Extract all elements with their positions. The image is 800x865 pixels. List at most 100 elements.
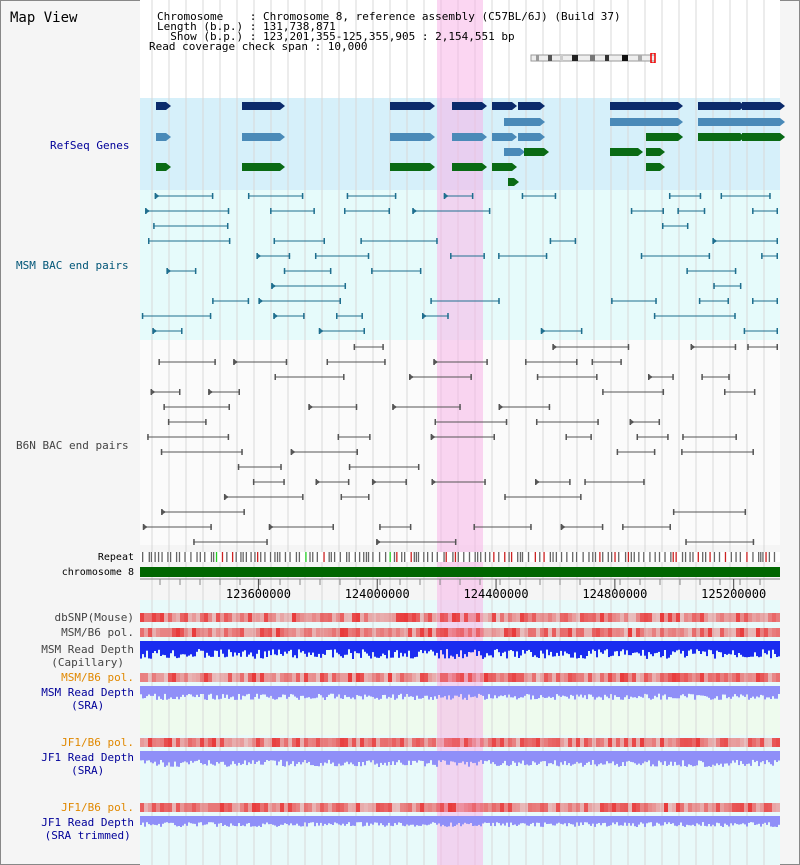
- heat-cell: [644, 738, 648, 747]
- track-label-msm-read-depth-sra[interactable]: MSM Read Depth (SRA): [41, 686, 134, 712]
- depth-bar: [420, 816, 422, 826]
- track-label-refseq[interactable]: RefSeq Genes: [50, 139, 130, 152]
- heat-cell: [584, 738, 588, 747]
- track-label-msm-read-depth-capillary[interactable]: MSM Read Depth (Capillary): [41, 643, 134, 669]
- heat-cell: [388, 738, 392, 747]
- depth-bar: [224, 641, 226, 658]
- depth-bar: [394, 751, 396, 765]
- heat-cell: [184, 613, 188, 622]
- depth-bar: [596, 686, 598, 698]
- track-label-repeat[interactable]: Repeat: [97, 552, 134, 563]
- heat-cell: [260, 673, 264, 682]
- depth-bar: [174, 641, 176, 657]
- depth-bar: [336, 816, 338, 824]
- track-label-jf1-b6-pol-2[interactable]: JF1/B6 pol.: [61, 801, 134, 814]
- depth-bar: [514, 641, 516, 657]
- depth-bar: [356, 686, 358, 695]
- depth-bar: [704, 686, 706, 696]
- depth-bar: [178, 641, 180, 658]
- repeat-element: [457, 552, 459, 562]
- depth-bar: [694, 641, 696, 654]
- track-label-jf1-read-depth-sra-trimmed[interactable]: JF1 Read Depth (SRA trimmed): [41, 816, 134, 842]
- heat-cell: [380, 613, 384, 622]
- heat-cell: [528, 803, 532, 812]
- track-label-b6n-bac[interactable]: B6N BAC end pairs: [16, 439, 129, 452]
- msm-bac-marker: [712, 238, 718, 244]
- heat-cell: [356, 803, 360, 812]
- depth-bar: [368, 816, 370, 826]
- depth-bar: [272, 641, 274, 650]
- heat-cell: [656, 613, 660, 622]
- depth-bar: [378, 686, 380, 700]
- depth-bar: [604, 816, 606, 823]
- depth-bar: [516, 641, 518, 652]
- depth-bar: [536, 816, 538, 823]
- depth-bar: [638, 686, 640, 697]
- heat-cell: [732, 673, 736, 682]
- track-label-dbsnp[interactable]: dbSNP(Mouse): [54, 611, 134, 624]
- depth-bar: [342, 751, 344, 766]
- depth-bar: [274, 816, 276, 826]
- depth-bar: [528, 751, 530, 766]
- depth-bar: [616, 816, 618, 823]
- depth-bar: [484, 751, 486, 761]
- depth-bar: [232, 641, 234, 657]
- track-label-jf1-b6-pol-1[interactable]: JF1/B6 pol.: [61, 736, 134, 749]
- track-label-jf1-read-depth-sra[interactable]: JF1 Read Depth (SRA): [41, 751, 134, 777]
- depth-bar: [656, 751, 658, 767]
- heat-cell: [520, 628, 524, 637]
- heat-cell: [612, 613, 616, 622]
- heat-cell: [380, 738, 384, 747]
- depth-bar: [450, 686, 452, 700]
- depth-bar: [718, 751, 720, 766]
- depth-bar: [282, 816, 284, 825]
- track-label-chromosome[interactable]: chromosome 8: [61, 567, 134, 578]
- depth-bar: [682, 816, 684, 826]
- heat-cell: [324, 803, 328, 812]
- depth-bar: [764, 816, 766, 823]
- depth-bar: [758, 641, 760, 658]
- repeat-element: [309, 552, 311, 562]
- depth-bar: [292, 641, 294, 658]
- heat-cell: [604, 613, 608, 622]
- repeat-element: [697, 552, 699, 562]
- depth-bar: [508, 751, 510, 766]
- heat-cell: [296, 673, 300, 682]
- heat-cell: [448, 673, 452, 682]
- depth-bar: [312, 816, 314, 823]
- depth-bar: [244, 641, 246, 651]
- track-label-msm-bac[interactable]: MSM BAC end pairs: [16, 259, 129, 272]
- b6n-bac-end: [580, 494, 582, 500]
- depth-bar: [172, 751, 174, 767]
- msm-bac-end: [430, 298, 432, 304]
- depth-bar: [328, 751, 330, 760]
- depth-bar: [236, 686, 238, 700]
- heat-cell: [560, 613, 564, 622]
- track-label-msm-b6-pol-1[interactable]: MSM/B6 pol.: [61, 626, 134, 639]
- depth-bar: [376, 641, 378, 658]
- heat-cell: [656, 738, 660, 747]
- heat-cell: [268, 613, 272, 622]
- depth-bar: [642, 686, 644, 698]
- b6n-bac-end: [658, 419, 661, 425]
- heat-cell: [428, 738, 432, 747]
- depth-bar: [290, 686, 292, 695]
- repeat-element: [372, 552, 374, 562]
- heat-cell: [536, 628, 540, 637]
- depth-bar: [184, 751, 186, 762]
- depth-bar: [432, 641, 434, 652]
- chromosome-ideogram[interactable]: [530, 53, 658, 63]
- track-label-msm-b6-pol-2[interactable]: MSM/B6 pol.: [61, 671, 134, 684]
- heat-cell: [184, 673, 188, 682]
- depth-bar: [538, 641, 540, 658]
- heat-cell: [200, 673, 204, 682]
- depth-bar: [382, 816, 384, 826]
- depth-bar: [142, 816, 144, 823]
- b6n-bac-end: [776, 344, 778, 350]
- depth-bar: [438, 641, 440, 659]
- depth-bar: [348, 686, 350, 697]
- b6n-bac-marker: [647, 374, 653, 380]
- repeat-element: [768, 552, 771, 562]
- heat-cell: [624, 628, 628, 637]
- depth-bar: [546, 751, 548, 767]
